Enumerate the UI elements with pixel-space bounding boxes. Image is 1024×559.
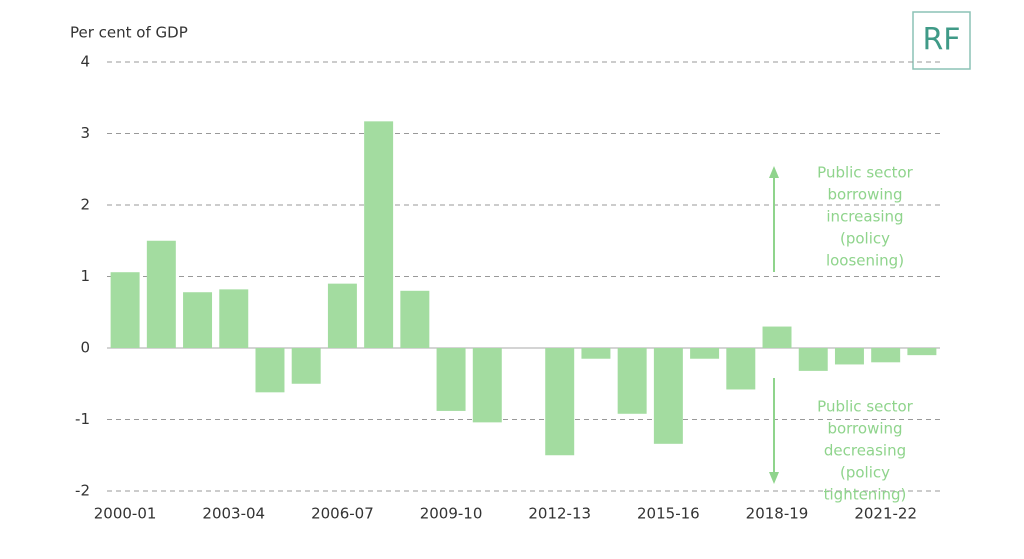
x-tick-label: 2021-22 bbox=[854, 505, 917, 523]
bar bbox=[798, 348, 828, 371]
bar bbox=[871, 348, 901, 363]
bar bbox=[291, 348, 321, 384]
bar bbox=[327, 283, 357, 348]
x-tick-label: 2009-10 bbox=[420, 505, 483, 523]
annotation: (policy bbox=[840, 230, 890, 248]
bar bbox=[183, 292, 213, 348]
x-tick-label: 2015-16 bbox=[637, 505, 700, 523]
x-tick-label: 2003-04 bbox=[202, 505, 265, 523]
annotation: Public sector bbox=[817, 164, 914, 182]
bar bbox=[400, 290, 430, 348]
annotation: loosening) bbox=[826, 252, 904, 270]
annotation: borrowing bbox=[827, 186, 902, 204]
bar bbox=[110, 272, 140, 348]
y-tick-label: 1 bbox=[80, 267, 90, 285]
bar bbox=[545, 348, 575, 456]
annotation: decreasing bbox=[824, 442, 906, 460]
bar bbox=[581, 348, 611, 359]
arrow-head bbox=[769, 166, 779, 178]
bar bbox=[690, 348, 720, 359]
bar bbox=[219, 289, 249, 348]
annotation: (policy bbox=[840, 464, 890, 482]
bar bbox=[472, 348, 502, 423]
logo: RF bbox=[922, 23, 960, 58]
y-tick-label: 4 bbox=[80, 53, 90, 71]
annotation: increasing bbox=[826, 208, 903, 226]
y-tick-label: 0 bbox=[80, 339, 90, 357]
annotation: borrowing bbox=[827, 420, 902, 438]
y-tick-label: -1 bbox=[75, 410, 90, 428]
bar bbox=[762, 326, 792, 348]
arrow-head bbox=[769, 472, 779, 484]
bar bbox=[653, 348, 683, 444]
y-tick-label: 2 bbox=[80, 196, 90, 214]
bar bbox=[364, 121, 394, 348]
bar bbox=[834, 348, 864, 365]
bar bbox=[907, 348, 937, 356]
x-tick-label: 2000-01 bbox=[94, 505, 157, 523]
annotation: tightening) bbox=[824, 486, 907, 504]
x-tick-label: 2012-13 bbox=[528, 505, 591, 523]
bar bbox=[726, 348, 756, 390]
bar bbox=[146, 240, 176, 348]
annotation: Public sector bbox=[817, 398, 914, 416]
y-tick-label: 3 bbox=[80, 124, 90, 142]
logo-box bbox=[912, 11, 971, 70]
bar bbox=[255, 348, 285, 393]
bar bbox=[436, 348, 466, 411]
x-tick-label: 2018-19 bbox=[746, 505, 809, 523]
bar bbox=[617, 348, 647, 414]
y-axis-label: Per cent of GDP bbox=[70, 24, 188, 42]
x-tick-label: 2006-07 bbox=[311, 505, 374, 523]
y-tick-label: -2 bbox=[75, 482, 90, 500]
